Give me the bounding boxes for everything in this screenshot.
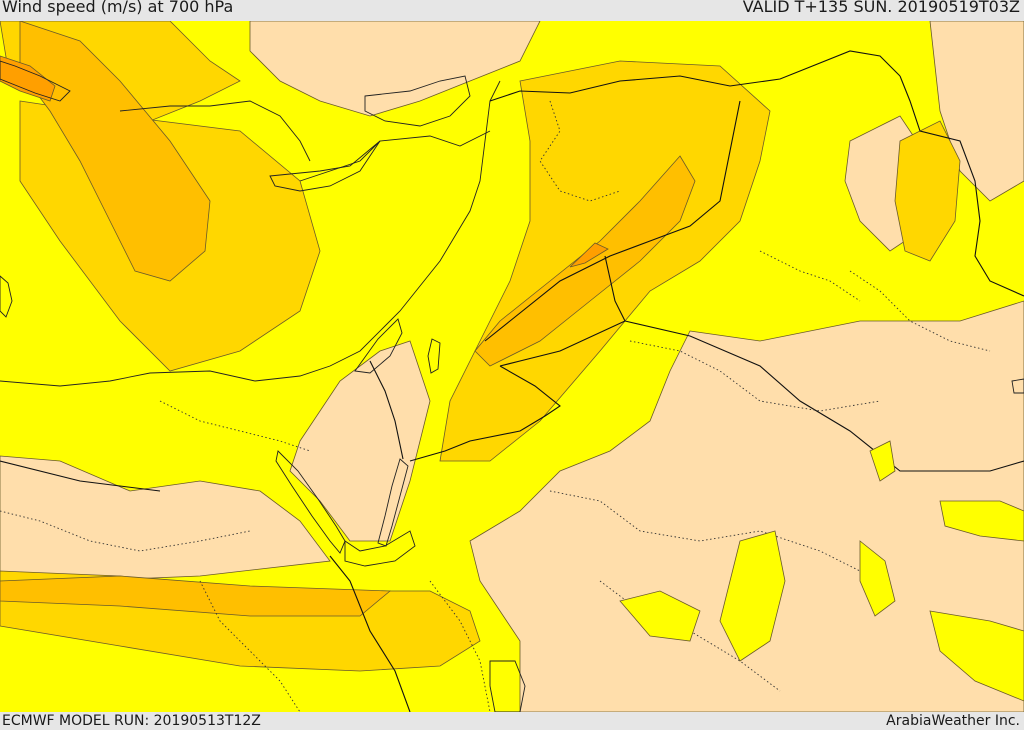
header-bar: Wind speed (m/s) at 700 hPa VALID T+135 …: [0, 0, 1024, 21]
admin-boundary-1: [539, 100, 621, 202]
yellow-patch-1: [619, 590, 701, 642]
dead-sea: [427, 338, 441, 374]
valid-time: VALID T+135 SUN. 20190519T03Z: [742, 0, 1020, 16]
low-speed-region-north: [249, 21, 541, 117]
border-syria-turkey: [489, 50, 901, 102]
sea-of-marmara: [364, 75, 471, 127]
border-saudi-iraq: [624, 320, 1024, 472]
yellow-patch-2: [859, 540, 896, 617]
border-jordan-saudi: [409, 365, 561, 462]
border-jordan-iraq: [499, 255, 626, 367]
wind-speed-map[interactable]: [0, 21, 1024, 712]
footer-bar: ECMWF MODEL RUN: 20190513T12Z ArabiaWeat…: [0, 712, 1024, 729]
coast-egypt-north: [0, 370, 256, 387]
admin-boundary-2: [629, 340, 881, 412]
high-speed-region-zagros: [894, 120, 961, 262]
border-sinai: [369, 360, 404, 460]
admin-boundary-6: [0, 510, 251, 552]
coast-anatolia: [119, 100, 311, 162]
yellow-patch-4: [929, 610, 1024, 702]
lake-west: [0, 275, 13, 318]
border-syria-iraq: [484, 100, 741, 342]
border-egypt-libya: [0, 460, 161, 492]
red-sea-gulf-suez: [275, 450, 346, 554]
mediterranean-coast-patch: [354, 318, 403, 374]
red-sea-south: [344, 530, 416, 567]
yellow-patch-3: [719, 530, 786, 662]
higher-speed-region-med: [19, 21, 211, 282]
low-speed-region-arabia: [469, 300, 1024, 712]
model-run-label: ECMWF MODEL RUN: 20190513T12Z: [2, 713, 261, 729]
yellow-patch-5: [869, 440, 896, 482]
red-sea-gulf-aqaba: [377, 458, 409, 547]
admin-boundary-9: [759, 250, 861, 302]
highest-speed-core-syria: [569, 242, 609, 268]
admin-boundary-8: [849, 270, 991, 352]
border-iraq-iran: [899, 75, 1024, 297]
yellow-patch-6: [939, 500, 1024, 542]
coast-cyprus: [269, 140, 381, 192]
low-speed-region-upper-right: [929, 21, 1024, 202]
border-egypt-sudan: [329, 555, 411, 712]
map-title: Wind speed (m/s) at 700 hPa: [2, 0, 234, 16]
credit-label: ArabiaWeather Inc.: [886, 713, 1020, 729]
low-speed-region-sinai: [289, 340, 431, 542]
coast-crete: [0, 60, 71, 102]
higher-speed-region-red-sea: [0, 575, 392, 617]
red-sea-lower: [489, 660, 526, 712]
persian-gulf-edge: [1011, 378, 1024, 394]
coast-levant: [254, 80, 501, 382]
highest-speed-region-turkey: [0, 55, 56, 102]
admin-boundary-10: [429, 580, 491, 712]
